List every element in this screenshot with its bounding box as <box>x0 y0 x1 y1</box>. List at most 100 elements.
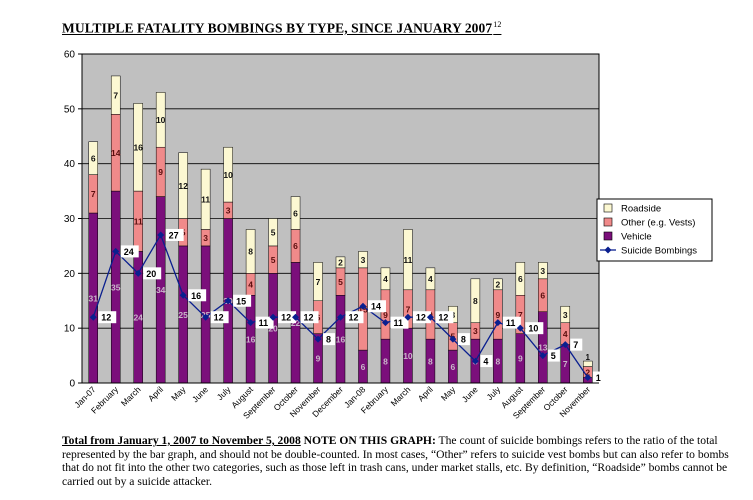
bar-value-label: 2 <box>495 280 500 290</box>
bar-value-label: 7 <box>563 359 568 369</box>
suicide-bombings-point <box>584 374 592 382</box>
line-label-bg <box>570 338 583 351</box>
bar-value-label: 11 <box>201 195 210 205</box>
bar-value-label: 9 <box>383 310 388 320</box>
bar-value-label: 8 <box>248 247 253 257</box>
line-label-bg <box>120 245 139 258</box>
bar-roadside <box>268 218 278 247</box>
line-value-label: 12 <box>349 313 359 323</box>
line-label-bg <box>233 294 252 307</box>
suicide-bombings-point <box>516 324 524 332</box>
bar-value-label: 10 <box>156 115 166 125</box>
bar-value-label: 3 <box>226 206 231 216</box>
bar-value-label: 9 <box>518 354 523 364</box>
suicide-bombings-point <box>292 313 300 321</box>
bar-value-label: 8 <box>383 356 388 366</box>
line-label-bg <box>98 311 117 324</box>
suicide-bombings-point <box>247 319 255 327</box>
bar-roadside <box>88 141 98 175</box>
bar-value-label: 13 <box>538 343 548 353</box>
line-label-bg <box>390 316 409 329</box>
x-tick-label: July <box>484 384 502 402</box>
bar-roadside <box>560 305 571 323</box>
suicide-bombings-point <box>134 269 142 277</box>
footnote-note-label: NOTE ON THIS GRAPH: <box>300 434 436 447</box>
bar-value-label: 6 <box>518 274 523 284</box>
line-value-label: 8 <box>326 335 331 345</box>
bar-value-label: 25 <box>178 310 188 320</box>
bar-value-label: 5 <box>271 228 276 238</box>
bar-value-label: 4 <box>428 274 433 284</box>
legend-swatch <box>603 231 613 241</box>
line-value-label: 11 <box>259 318 269 328</box>
y-tick-label: 10 <box>64 324 76 335</box>
x-tick-label: April <box>416 384 435 403</box>
title-text: MULTIPLE FATALITY BOMBINGS BY TYPE, SINC… <box>62 20 493 36</box>
suicide-bombings-point <box>359 302 367 310</box>
bar-value-label: 1 <box>586 353 591 362</box>
bar-roadside <box>583 360 593 367</box>
y-tick-label: 20 <box>64 269 76 280</box>
suicide-bombings-point <box>112 247 120 255</box>
bar-value-label: 34 <box>156 285 166 295</box>
x-tick-label: June <box>190 384 210 404</box>
line-label-bg <box>300 311 319 324</box>
bar-value-label: 6 <box>540 291 545 301</box>
bar-roadside <box>538 262 548 280</box>
bar-value-label: 9 <box>495 310 500 320</box>
bar-roadside <box>155 92 166 148</box>
x-tick-label: May <box>439 384 458 403</box>
line-label-bg <box>143 267 162 280</box>
bar-value-label: 12 <box>178 181 188 191</box>
bar-value-label: 16 <box>336 334 346 344</box>
suicide-bombings-point <box>314 335 322 343</box>
bar-value-label: 4 <box>563 329 568 339</box>
line-value-label: 27 <box>169 230 179 240</box>
bar-value-label: 5 <box>271 255 276 265</box>
suicide-bombings-point <box>494 319 502 327</box>
line-value-label: 15 <box>236 296 246 306</box>
suicide-bombings-point <box>202 313 210 321</box>
line-value-label: 11 <box>393 318 403 328</box>
suicide-bombings-point <box>404 313 412 321</box>
line-value-label: 7 <box>573 340 578 350</box>
bar-value-label: 3 <box>203 233 208 243</box>
line-label-bg <box>592 371 605 384</box>
bar-value-label: 8 <box>495 356 500 366</box>
legend-label: Vehicle <box>621 232 652 243</box>
line-value-label: 12 <box>281 313 291 323</box>
suicide-bombings-point <box>426 313 434 321</box>
bar-value-label: 3 <box>540 266 545 276</box>
line-value-label: 5 <box>551 351 556 361</box>
line-label-bg <box>255 316 274 329</box>
suicide-bombings-point <box>269 313 277 321</box>
suicide-bombings-point <box>179 291 187 299</box>
bar-value-label: 6 <box>451 362 456 372</box>
bar-value-label: 3 <box>473 326 478 336</box>
bar-roadside <box>133 103 143 192</box>
line-label-bg <box>457 333 470 346</box>
bar-value-label: 8 <box>428 356 433 366</box>
line-label-bg <box>165 228 184 241</box>
bar-roadside <box>515 262 526 296</box>
bar-value-label: 7 <box>518 310 523 320</box>
bar-value-label: 35 <box>111 282 121 292</box>
x-tick-label: April <box>146 384 165 403</box>
bar-value-label: 6 <box>91 153 96 163</box>
line-label-bg <box>345 311 364 324</box>
y-tick-label: 40 <box>64 159 76 170</box>
line-value-label: 11 <box>506 318 516 328</box>
x-tick-label: March <box>119 384 143 408</box>
line-value-label: 12 <box>101 313 111 323</box>
line-label-bg <box>502 316 521 329</box>
bar-roadside <box>200 168 211 230</box>
bar-roadside <box>313 262 323 302</box>
bar-value-label: 7 <box>406 304 411 314</box>
bar-value-label: 9 <box>316 354 321 364</box>
legend <box>596 198 713 262</box>
suicide-bombings-point <box>561 341 569 349</box>
line-value-label: 10 <box>528 324 538 334</box>
bar-value-label: 2 <box>338 258 343 268</box>
bar-value-label: 11 <box>403 255 412 265</box>
legend-label: Roadside <box>621 204 661 215</box>
